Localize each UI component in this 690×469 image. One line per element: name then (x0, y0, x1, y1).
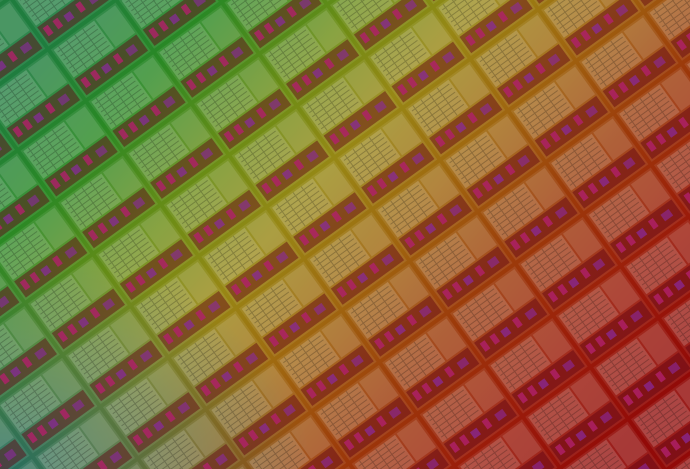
body (0, 0, 690, 469)
die-grid (0, 0, 690, 469)
wafer-photo (0, 0, 690, 469)
page: Wafer {} html, body { margin: 0; padding… (0, 0, 690, 469)
